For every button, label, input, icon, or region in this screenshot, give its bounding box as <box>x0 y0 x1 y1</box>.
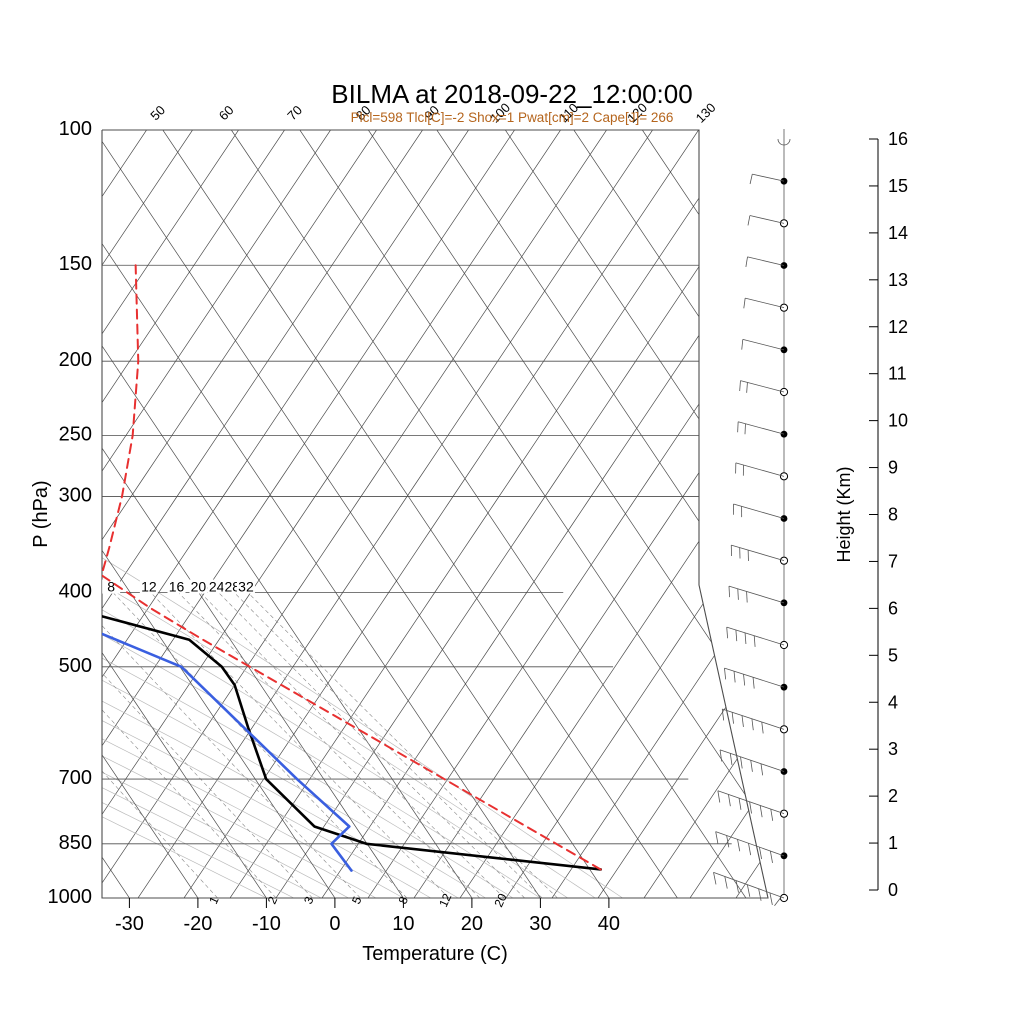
svg-text:-20: -20 <box>183 913 212 935</box>
svg-text:11: 11 <box>888 364 907 384</box>
svg-text:30: 30 <box>529 913 551 935</box>
svg-text:500: 500 <box>59 655 92 677</box>
svg-text:20: 20 <box>461 913 483 935</box>
svg-text:0: 0 <box>329 913 340 935</box>
svg-text:Plcl=598 Tlcl[C]=-2 Shox=1 Pwa: Plcl=598 Tlcl[C]=-2 Shox=1 Pwat[cm]=2 Ca… <box>351 110 674 125</box>
svg-text:16: 16 <box>169 579 185 595</box>
svg-text:20: 20 <box>191 579 207 595</box>
svg-text:3: 3 <box>888 739 898 759</box>
svg-text:15: 15 <box>888 176 908 196</box>
svg-text:8: 8 <box>888 505 898 525</box>
svg-text:10: 10 <box>888 411 908 431</box>
svg-text:400: 400 <box>59 580 92 602</box>
svg-text:16: 16 <box>888 129 908 149</box>
svg-text:9: 9 <box>888 458 898 478</box>
svg-text:6: 6 <box>888 598 898 618</box>
svg-text:12: 12 <box>141 579 157 595</box>
svg-text:850: 850 <box>59 832 92 854</box>
svg-text:700: 700 <box>59 767 92 789</box>
svg-text:Height (Km): Height (Km) <box>834 466 854 562</box>
svg-text:Temperature (C): Temperature (C) <box>362 943 508 965</box>
svg-text:13: 13 <box>888 270 908 290</box>
svg-text:32: 32 <box>238 579 254 595</box>
svg-text:250: 250 <box>59 424 92 446</box>
svg-text:150: 150 <box>59 253 92 275</box>
svg-text:100: 100 <box>59 118 92 140</box>
svg-text:1: 1 <box>888 833 898 853</box>
svg-text:P (hPa): P (hPa) <box>30 480 52 547</box>
svg-text:BILMA at 2018-09-22_12:00:00: BILMA at 2018-09-22_12:00:00 <box>331 79 692 109</box>
svg-text:-10: -10 <box>252 913 281 935</box>
svg-text:7: 7 <box>888 551 898 571</box>
svg-text:300: 300 <box>59 484 92 506</box>
svg-text:2: 2 <box>888 786 898 806</box>
svg-text:1000: 1000 <box>48 886 93 908</box>
svg-text:4: 4 <box>888 692 898 712</box>
svg-text:200: 200 <box>59 349 92 371</box>
svg-text:5: 5 <box>888 645 898 665</box>
svg-text:0: 0 <box>888 880 898 900</box>
svg-text:24: 24 <box>209 579 225 595</box>
svg-text:14: 14 <box>888 223 908 243</box>
svg-text:40: 40 <box>598 913 620 935</box>
svg-text:10: 10 <box>392 913 414 935</box>
svg-text:-30: -30 <box>115 913 144 935</box>
svg-text:12: 12 <box>888 317 908 337</box>
